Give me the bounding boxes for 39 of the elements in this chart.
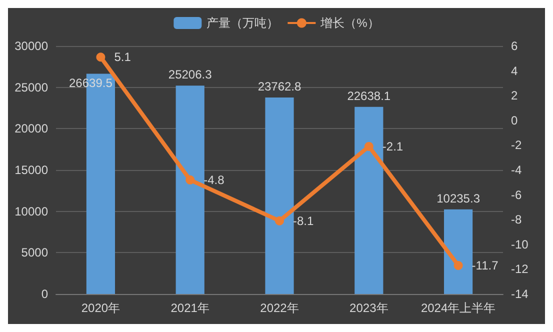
y-tick-label: 30000 — [14, 39, 48, 53]
y-tick-label: 20000 — [14, 122, 48, 136]
x-tick-label: 2023年 — [350, 301, 388, 315]
y-tick-label: 0 — [41, 287, 48, 301]
bar — [444, 209, 473, 294]
point — [275, 216, 284, 226]
data-label: 5.1 — [114, 50, 132, 64]
y2-tick-label: -14 — [511, 287, 529, 301]
point — [96, 52, 106, 62]
y-tick-label: 25000 — [14, 80, 48, 94]
bar — [265, 98, 294, 294]
y2-tick-label: -10 — [511, 237, 529, 252]
data-label: 10235.3 — [436, 191, 480, 206]
y2-tick-label: -12 — [511, 262, 529, 276]
point — [454, 260, 463, 270]
y2-tick-label: -2 — [511, 138, 522, 152]
bar — [354, 106, 384, 294]
bar — [176, 86, 204, 294]
y2-tick-label: -4 — [511, 163, 522, 177]
legend-label: 产量（万吨） — [206, 16, 279, 30]
y2-tick-label: 4 — [511, 64, 518, 78]
y2-tick-label: 0 — [511, 113, 518, 128]
y-tick-label: 10000 — [14, 204, 48, 218]
legend-label: 增长（%） — [320, 16, 380, 30]
x-tick-label: 2021年 — [170, 301, 210, 315]
x-tick-label: 2024年上半年 — [420, 301, 496, 315]
y2-tick-label: 2 — [511, 88, 518, 103]
y-tick-label: 5000 — [21, 246, 48, 260]
point — [186, 175, 195, 184]
y2-tick-label: -8 — [511, 212, 522, 227]
x-tick-label: 2022年 — [260, 301, 299, 315]
y2-tick-label: -6 — [511, 188, 522, 202]
x-tick-label: 2020年 — [81, 301, 120, 315]
data-label: 23762.8 — [258, 80, 302, 94]
y2-tick-label: 6 — [511, 39, 518, 53]
data-label: 25206.3 — [168, 68, 212, 82]
data-label: 22638.1 — [347, 88, 391, 103]
y-tick-label: 15000 — [14, 163, 48, 177]
point — [364, 142, 374, 151]
